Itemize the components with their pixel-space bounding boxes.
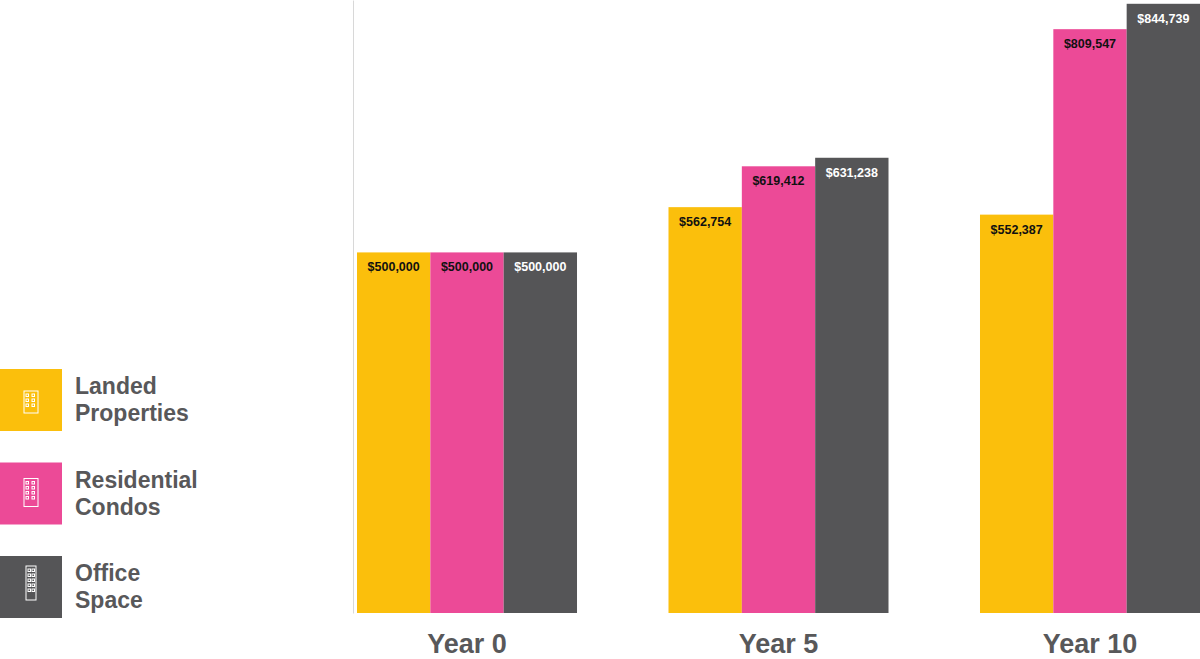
icon-window (32, 589, 35, 592)
icon-window (28, 584, 31, 587)
bar (357, 252, 430, 613)
chart: $500,000 $562,754 $552,387 $500,000 $619,412… (0, 0, 1200, 659)
legend-swatch (0, 463, 62, 525)
data-label: $500,000 (368, 260, 420, 274)
data-label: $619,412 (752, 174, 804, 188)
bar (1127, 4, 1200, 613)
bar (815, 158, 888, 613)
icon-window (26, 482, 29, 485)
x-tick-label: Year 5 (739, 629, 819, 659)
icon-window (26, 487, 29, 490)
icon-window (32, 487, 35, 490)
icon-window (32, 399, 35, 402)
legend-item: OfficeSpace (0, 556, 143, 618)
icon-window (26, 399, 29, 402)
icon-window (32, 584, 35, 587)
bar (742, 166, 815, 613)
legend-icon (24, 391, 38, 413)
icon-window (32, 394, 35, 397)
icon-outline (24, 391, 38, 413)
icon-window (26, 394, 29, 397)
legend-icon (26, 566, 36, 600)
icon-window (28, 574, 31, 577)
data-label: $500,000 (514, 260, 566, 274)
legend: LandedProperties ResidentialCondos OfficeS… (0, 369, 198, 618)
data-label: $809,547 (1064, 37, 1116, 51)
icon-window (26, 492, 29, 495)
data-label: $631,238 (826, 166, 878, 180)
data-labels: $500,000 $562,754 $552,387 $500,000 $619,412… (368, 12, 1190, 275)
icon-window (28, 579, 31, 582)
x-tick-label: Year 0 (427, 629, 507, 659)
legend-item: ResidentialCondos (0, 463, 198, 525)
legend-label: LandedProperties (75, 373, 189, 426)
legend-label: ResidentialCondos (75, 467, 198, 520)
icon-window (32, 569, 35, 572)
bar (1053, 29, 1126, 613)
y-axis (353, 1, 354, 614)
icon-window (26, 497, 29, 500)
legend-label: OfficeSpace (75, 560, 143, 613)
legend-icon (24, 479, 38, 507)
icon-window (28, 569, 31, 572)
icon-window (32, 574, 35, 577)
icon-window (32, 579, 35, 582)
icon-window (32, 492, 35, 495)
x-axis: Year 0 Year 5 Year 10 (427, 629, 1137, 659)
bars (357, 4, 1200, 613)
x-tick: Year 5 (739, 629, 819, 659)
legend-swatch (0, 556, 62, 618)
legend-swatch (0, 369, 62, 431)
bar (504, 252, 577, 613)
data-label: $844,739 (1137, 12, 1189, 26)
bar (430, 252, 503, 613)
x-tick-label: Year 10 (1043, 629, 1138, 659)
icon-window (26, 404, 29, 407)
bar (668, 207, 741, 613)
icon-window (28, 589, 31, 592)
bar (980, 215, 1053, 613)
data-label: $500,000 (441, 260, 493, 274)
data-label: $562,754 (679, 215, 731, 229)
icon-outline (26, 566, 36, 600)
icon-window (32, 482, 35, 485)
legend-item: LandedProperties (0, 369, 189, 431)
data-label: $552,387 (991, 223, 1043, 237)
x-tick: Year 10 (1043, 629, 1138, 659)
icon-outline (24, 479, 38, 507)
icon-window (32, 497, 35, 500)
y-axis-line (353, 1, 354, 614)
x-tick: Year 0 (427, 629, 507, 659)
icon-window (32, 404, 35, 407)
